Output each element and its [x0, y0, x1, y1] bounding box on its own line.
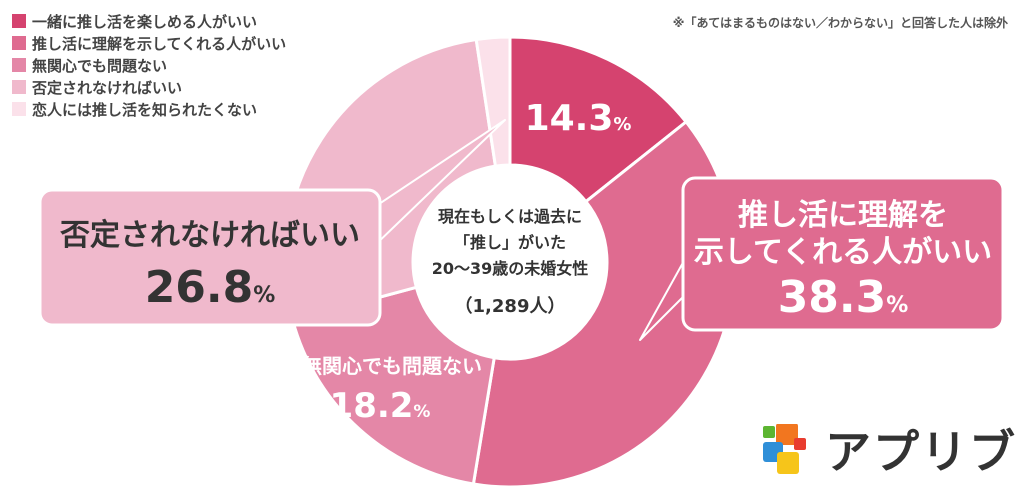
- donut-slice: [474, 35, 512, 168]
- callout-not-denied: [38, 119, 506, 327]
- callout-understanding-box: [681, 176, 1005, 332]
- callout-not-denied-box: [38, 188, 382, 327]
- brand-name: アプリブ: [825, 425, 1017, 479]
- app-grid-logo-icon: [763, 424, 806, 474]
- legend-label: 無関心でも問題ない: [32, 56, 168, 75]
- legend-swatch: [12, 80, 26, 94]
- legend-item: 恋人には推し活を知られたくない: [12, 98, 286, 120]
- legend-swatch: [12, 58, 26, 72]
- data-label-category: 推し活に理解を: [738, 198, 948, 233]
- center-label-line: 現在もしくは過去に: [438, 207, 582, 226]
- legend-item: 一緒に推し活を楽しめる人がいい: [12, 10, 286, 32]
- brand-logo: アプリブ: [763, 416, 1017, 482]
- legend-swatch: [12, 36, 26, 50]
- legend-label: 推し活に理解を示してくれる人がいい: [32, 34, 287, 53]
- donut-slice: [508, 35, 689, 204]
- data-label-category: 否定されなければいい: [60, 218, 360, 253]
- legend-label: 一緒に推し活を楽しめる人がいい: [32, 12, 258, 31]
- legend-item: 否定されなければいい: [12, 76, 286, 98]
- data-label-category: 示してくれる人がいい: [694, 235, 992, 270]
- callout-understanding: [639, 176, 1005, 341]
- chart-legend: 一緒に推し活を楽しめる人がいい推し活に理解を示してくれる人がいい 無関心でも問題な…: [12, 10, 286, 120]
- center-label-line: 「推し」がいた: [454, 233, 566, 252]
- legend-swatch: [12, 14, 26, 28]
- data-label-value: 14.3%: [525, 98, 632, 139]
- legend-item: 推し活に理解を示してくれる人がいい: [12, 32, 286, 54]
- legend-label: 否定されなければいい: [32, 78, 183, 97]
- legend-swatch: [12, 102, 26, 116]
- donut-slice: [290, 285, 496, 486]
- data-label-value: 26.8%: [145, 262, 276, 313]
- center-label-line: 20〜39歳の未婚女性: [432, 259, 589, 278]
- exclusion-note: ※「あてはまるものはない／わからない」と回答した人は除外: [672, 16, 1008, 30]
- data-label-category: 無関心でも問題ない: [302, 354, 482, 378]
- center-label-count: （1,289人）: [455, 296, 566, 317]
- data-label-value: 38.3%: [778, 272, 909, 323]
- legend-label: 恋人には推し活を知られたくない: [32, 100, 258, 119]
- legend-item: 無関心でも問題ない: [12, 54, 286, 76]
- data-label-value: 18.2%: [330, 386, 431, 426]
